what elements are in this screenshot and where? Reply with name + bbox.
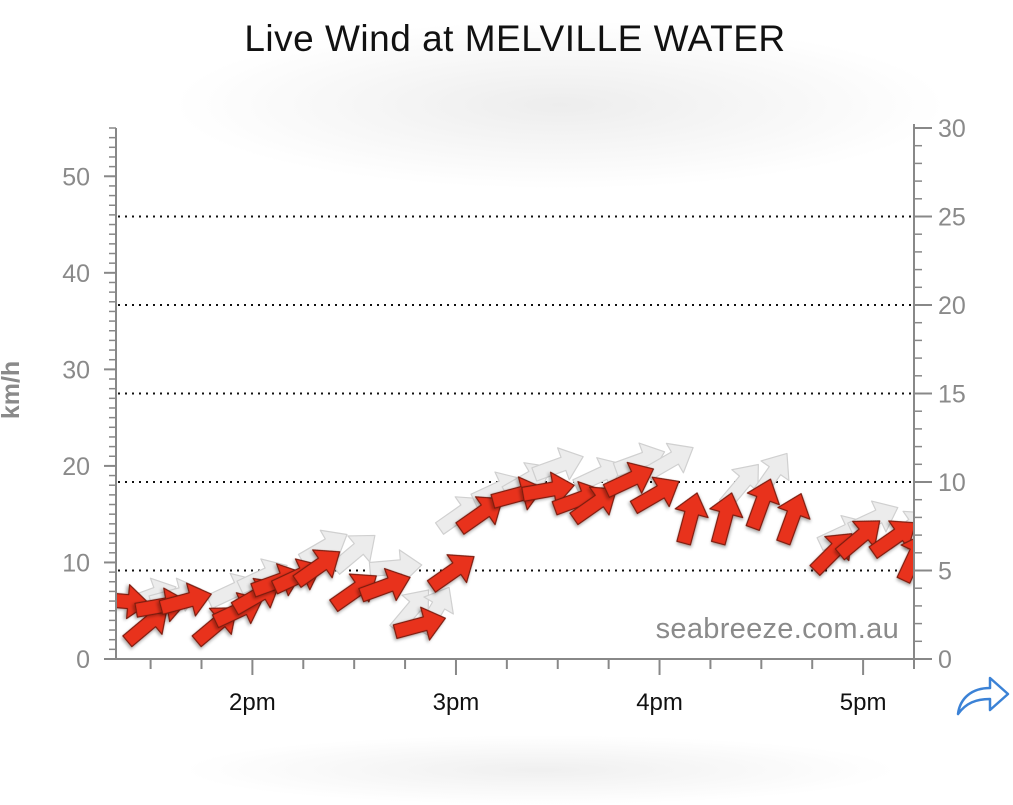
- wind-arrow-13: [426, 554, 475, 593]
- wind-arrow-20: [629, 476, 680, 515]
- left-tick-label: 40: [62, 260, 90, 288]
- chart-title: Live Wind at MELVILLE WATER: [244, 18, 786, 59]
- right-tick-label: 20: [938, 292, 966, 320]
- right-tick-label: 30: [938, 115, 966, 143]
- right-tick-label: 5: [938, 558, 952, 586]
- wind-arrow-22: [709, 492, 744, 546]
- wind-chart: 0 10 20 30 40 50 km/h 0 5 10 15 20 25 30 2pm 3pm 4pm 5pm: [0, 115, 966, 716]
- wind-arrow-15: [490, 476, 544, 511]
- wind-arrow-18: [569, 486, 618, 526]
- title-glow: [170, 20, 950, 190]
- wind-arrow-9: [292, 549, 341, 588]
- right-tick-label: 0: [938, 646, 952, 674]
- left-tick-label: 30: [62, 356, 90, 384]
- share-arrow-icon: [956, 676, 1010, 716]
- bottom-tick-label: 3pm: [433, 689, 480, 716]
- wind-arrow-28: [896, 532, 913, 584]
- right-tick-label: 15: [938, 381, 966, 409]
- wind-arrow-21: [674, 492, 709, 546]
- left-tick-label: 20: [62, 453, 90, 481]
- right-tick-label: 10: [938, 469, 966, 497]
- arrow-layer: [117, 442, 913, 648]
- bottom-tick-label: 4pm: [636, 689, 683, 716]
- left-tick-label: 10: [62, 549, 90, 577]
- wind-arrow-12: [392, 606, 446, 641]
- left-tick-label: 0: [76, 646, 90, 674]
- gust-arrow-12: [531, 447, 584, 482]
- wind-arrow-11: [358, 567, 411, 603]
- wind-arrow-19: [602, 461, 655, 498]
- right-tick-label: 25: [938, 204, 966, 232]
- wind-arrow-24: [776, 493, 811, 546]
- bottom-tick-label: 5pm: [840, 689, 887, 716]
- wind-arrow-14: [455, 496, 504, 535]
- watermark: seabreeze.com.au: [655, 613, 899, 645]
- wind-arrow-23: [745, 478, 780, 531]
- share-button[interactable]: [952, 670, 1012, 720]
- wind-arrow-3: [158, 582, 212, 617]
- left-tick-label: 50: [62, 163, 90, 191]
- y-axis-title: km/h: [0, 361, 25, 419]
- bottom-tick-label: 2pm: [229, 689, 276, 716]
